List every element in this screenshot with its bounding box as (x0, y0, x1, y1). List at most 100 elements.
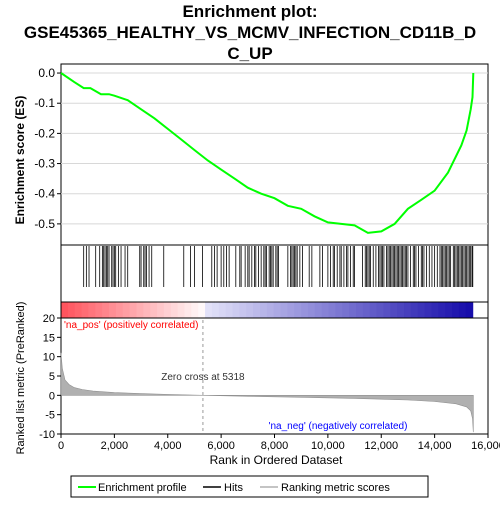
colorbar-segment (307, 302, 316, 318)
rank-colorbar (60, 301, 489, 319)
es-y-tick-label: -0.5 (34, 217, 55, 231)
colorbar-segment (253, 302, 261, 318)
colorbar-segment (362, 302, 371, 318)
x-tick-label: 14,000 (418, 440, 452, 452)
enrichment-profile-series (60, 72, 475, 234)
colorbar-segment (410, 302, 419, 318)
metric-y-tick-label: 10 (43, 352, 55, 364)
colorbar-segment (67, 302, 76, 318)
colorbar-segment (294, 302, 302, 318)
x-tick-label: 6,000 (207, 440, 235, 452)
es-gridlines (61, 72, 488, 225)
zero-cross-label: Zero cross at 5318 (161, 372, 245, 383)
colorbar-segment (424, 302, 433, 318)
colorbar-segment (376, 302, 385, 318)
x-tick-label: 2,000 (101, 440, 129, 452)
colorbar-segment (280, 302, 288, 318)
x-axis-label: Rank in Ordered Dataset (210, 453, 343, 467)
colorbar-segment (150, 302, 158, 318)
colorbar-segment (239, 302, 247, 318)
colorbar-segment (218, 302, 227, 318)
colorbar-segment (452, 302, 460, 318)
colorbar-segment (109, 302, 117, 318)
ranking-metric-series (60, 352, 474, 433)
plot-title-line2: GSE45365_HEALTHY_VS_MCMV_INFECTION_CD11B… (24, 23, 476, 42)
legend-box (70, 475, 429, 498)
es-y-tick-label: 0.0 (38, 66, 55, 80)
pos-correlated-label: 'na_pos' (positively correlated) (64, 320, 198, 331)
colorbar-segment (198, 302, 206, 318)
colorbar-segment (191, 302, 199, 318)
colorbar-segment (390, 302, 398, 318)
colorbar-segment (115, 302, 124, 318)
colorbar-segment (314, 302, 323, 318)
colorbar-segment (458, 302, 467, 318)
colorbar-segment (266, 302, 275, 318)
colorbar-segment (157, 302, 165, 318)
metric-y-tick-label: 0 (49, 390, 55, 402)
x-tick-label: 0 (58, 440, 64, 452)
colorbar-segment (301, 302, 309, 318)
colorbar-segment (438, 302, 446, 318)
colorbar-segment (211, 302, 220, 318)
colorbar-segment (74, 302, 83, 318)
plot-title-line3: C_UP (227, 44, 272, 63)
colorbar-segment (369, 302, 378, 318)
colorbar-segment (81, 302, 90, 318)
colorbar-segment (273, 302, 282, 318)
colorbar-segment (177, 302, 186, 318)
neg-correlated-label: 'na_neg' (negatively correlated) (269, 421, 408, 432)
colorbar-segment (328, 302, 337, 318)
colorbar-segment (404, 302, 412, 318)
colorbar-segment (445, 302, 453, 318)
colorbar-segment (102, 302, 110, 318)
enrichment-profile-line (60, 72, 475, 234)
colorbar-segment (61, 302, 69, 318)
plot-title-line1: Enrichment plot: (182, 2, 317, 21)
ranking-metric-area (60, 352, 474, 433)
colorbar-segment (335, 302, 343, 318)
es-y-axis-ticks: 0.0 -0.1 -0.2 -0.3 -0.4 -0.5 (34, 66, 61, 231)
colorbar-segment (383, 302, 391, 318)
colorbar-segment (259, 302, 268, 318)
colorbar-segment (129, 302, 138, 318)
colorbar-segment (95, 302, 103, 318)
x-tick-label: 8,000 (261, 440, 289, 452)
colorbar-segment (184, 302, 192, 318)
metric-y-tick-label: 20 (43, 313, 55, 325)
colorbar-segment (431, 302, 439, 318)
metric-y-axis-ticks: 20 15 10 5 0 -5 -10 (39, 313, 61, 441)
colorbar-segment (342, 302, 350, 318)
colorbar-segment (225, 302, 234, 318)
colorbar-segment (232, 302, 240, 318)
x-axis-ticks: 0 2,000 4,000 6,000 8,000 10,000 12,000 14,000 1… (58, 434, 500, 452)
colorbar-segment (287, 302, 295, 318)
colorbar-segment (122, 302, 131, 318)
es-y-tick-label: -0.4 (34, 187, 55, 201)
es-panel-frame (60, 63, 489, 246)
metric-y-tick-label: 5 (49, 371, 55, 383)
colorbar-segment (349, 302, 357, 318)
metric-y-tick-label: -5 (45, 410, 55, 422)
colorbar-segment (163, 302, 172, 318)
legend-enrichment-label: Enrichment profile (98, 482, 187, 494)
x-tick-label: 16,000 (471, 440, 500, 452)
metric-y-axis-label: Ranked list metric (PreRanked) (15, 302, 27, 455)
es-y-tick-label: -0.3 (34, 157, 55, 171)
colorbar-segment (465, 302, 474, 318)
legend-hits-label: Hits (224, 482, 243, 494)
metric-y-tick-label: 15 (43, 332, 55, 344)
es-y-axis-label: Enrichment score (ES) (13, 96, 27, 225)
colorbar-segment (356, 302, 364, 318)
hit-markers (83, 246, 474, 287)
colorbar-segment (205, 302, 213, 318)
legend-metric-label: Ranking metric scores (281, 482, 390, 494)
x-tick-label: 10,000 (311, 440, 345, 452)
colorbar-segment (136, 302, 144, 318)
colorbar-segment (246, 302, 254, 318)
x-tick-label: 12,000 (364, 440, 398, 452)
x-tick-label: 4,000 (154, 440, 182, 452)
colorbar-segment (143, 302, 151, 318)
